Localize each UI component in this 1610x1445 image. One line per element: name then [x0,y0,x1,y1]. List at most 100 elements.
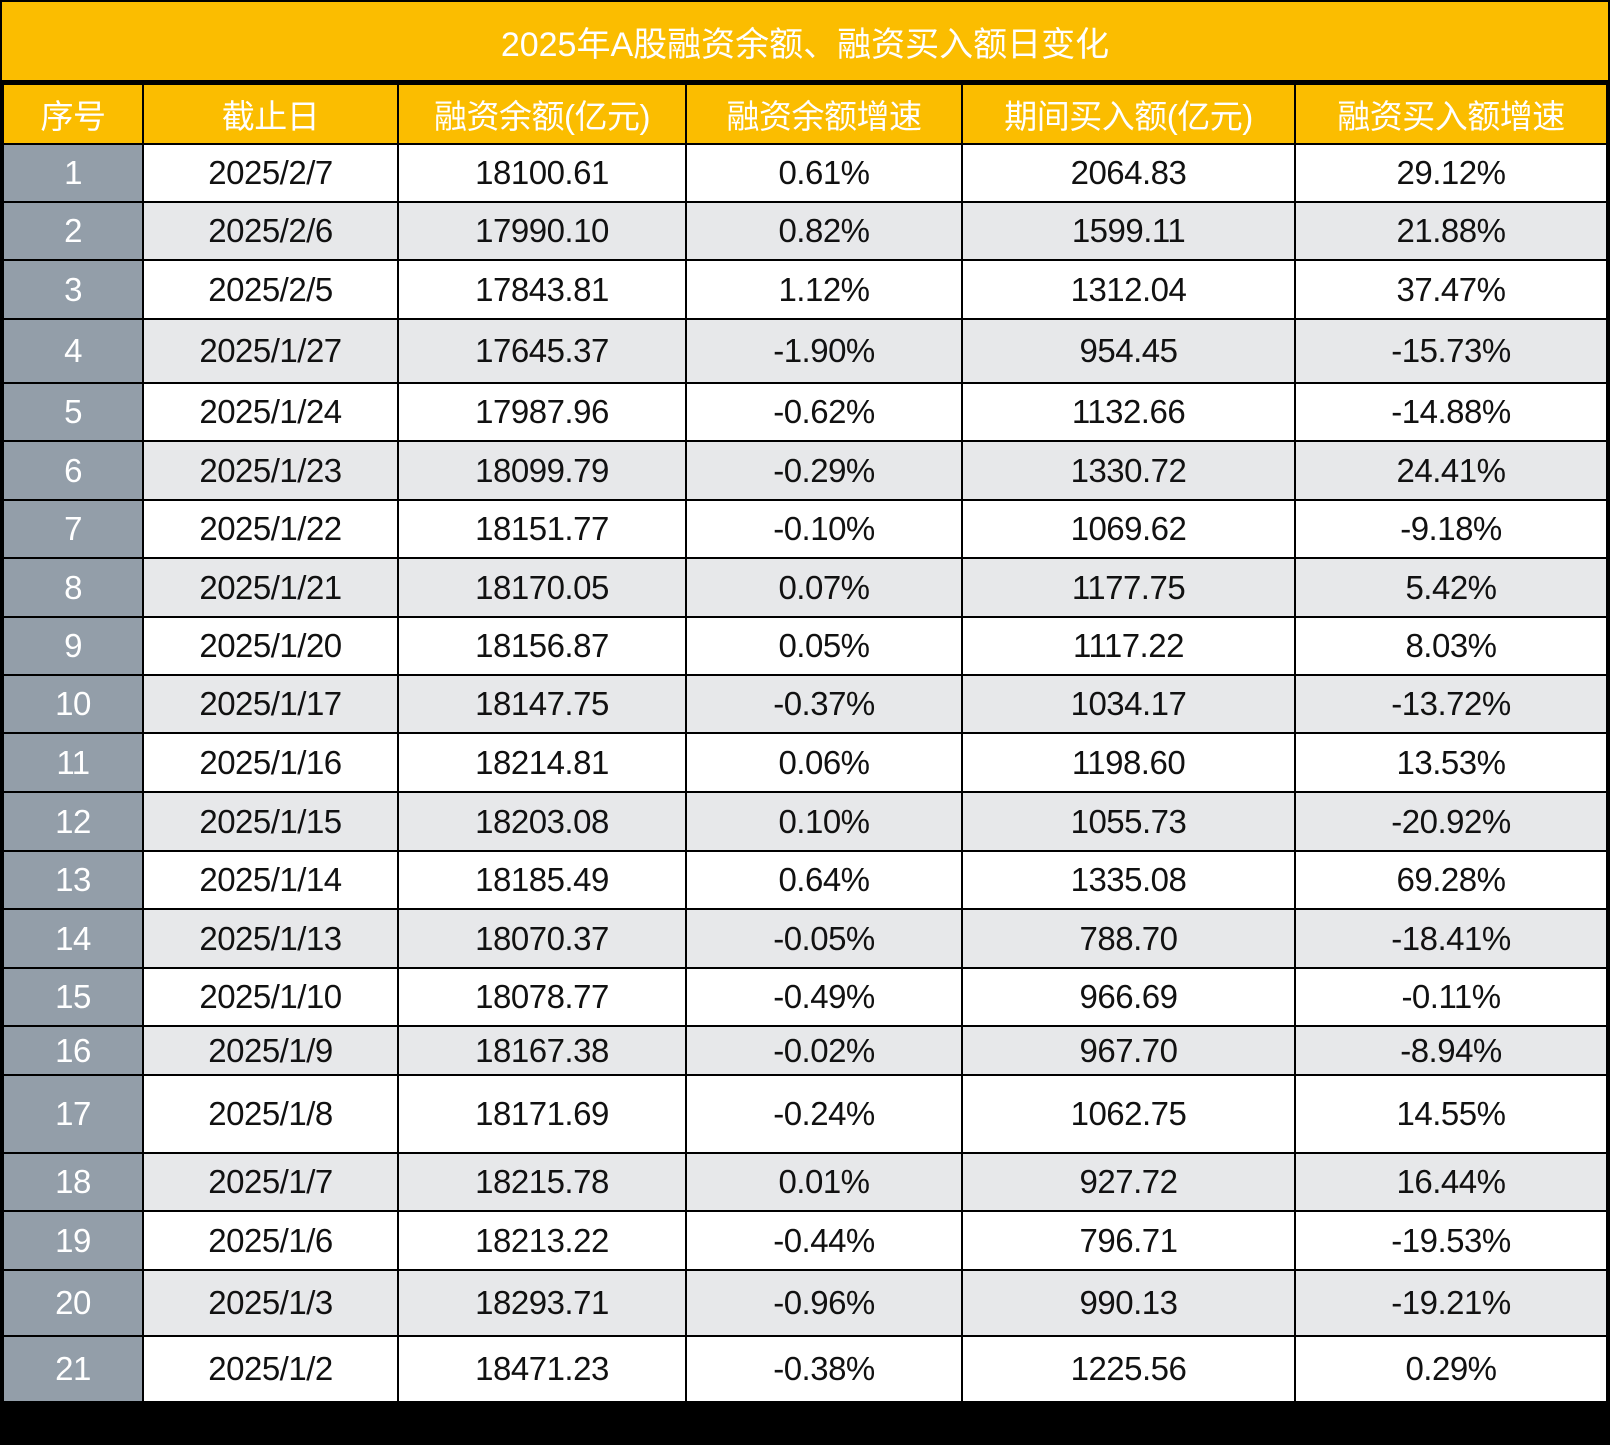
cell-balance-growth: -0.02% [685,1025,963,1076]
header-index: 序号 [2,83,144,145]
cell-index: 18 [2,1152,144,1212]
cell-index: 10 [2,674,144,734]
cell-balance: 18167.38 [397,1025,687,1076]
cell-buy-amount: 1117.22 [961,616,1296,676]
table-row: 7 2025/1/22 18151.77 -0.10% 1069.62 -9.18% [2,499,1608,559]
cell-balance: 18471.23 [397,1335,687,1403]
cell-index: 21 [2,1335,144,1403]
cell-balance-growth: 0.10% [685,791,963,852]
table-row: 12 2025/1/15 18203.08 0.10% 1055.73 -20.92% [2,791,1608,852]
cell-buy-growth: -19.53% [1294,1210,1608,1271]
cell-buy-growth: 13.53% [1294,732,1608,793]
cell-date: 2025/1/20 [142,616,399,676]
cell-date: 2025/1/17 [142,674,399,734]
cell-date: 2025/2/5 [142,259,399,320]
cell-balance: 17645.37 [397,318,687,384]
cell-buy-growth: -0.11% [1294,967,1608,1027]
cell-date: 2025/1/27 [142,318,399,384]
table-row: 17 2025/1/8 18171.69 -0.24% 1062.75 14.55% [2,1074,1608,1154]
cell-date: 2025/1/22 [142,499,399,559]
cell-balance-growth: -0.24% [685,1074,963,1154]
cell-balance-growth: -0.10% [685,499,963,559]
cell-balance: 17987.96 [397,382,687,442]
cell-buy-amount: 2064.83 [961,143,1296,203]
cell-balance: 18147.75 [397,674,687,734]
cell-balance-growth: -1.90% [685,318,963,384]
header-row: 序号 截止日 融资余额(亿元) 融资余额增速 期间买入额(亿元) 融资买入额增速 [2,83,1608,145]
cell-buy-growth: -8.94% [1294,1025,1608,1076]
cell-buy-amount: 1034.17 [961,674,1296,734]
cell-balance: 18099.79 [397,440,687,501]
cell-balance-growth: 0.07% [685,557,963,618]
cell-date: 2025/1/2 [142,1335,399,1403]
cell-balance: 18156.87 [397,616,687,676]
cell-buy-amount: 1335.08 [961,850,1296,910]
table-row: 11 2025/1/16 18214.81 0.06% 1198.60 13.53% [2,732,1608,793]
cell-balance-growth: -0.44% [685,1210,963,1271]
table-row: 3 2025/2/5 17843.81 1.12% 1312.04 37.47% [2,259,1608,320]
cell-balance: 18214.81 [397,732,687,793]
cell-buy-growth: -18.41% [1294,908,1608,969]
cell-balance: 18151.77 [397,499,687,559]
cell-index: 4 [2,318,144,384]
cell-buy-growth: 8.03% [1294,616,1608,676]
cell-index: 2 [2,201,144,261]
cell-index: 15 [2,967,144,1027]
table-row: 5 2025/1/24 17987.96 -0.62% 1132.66 -14.88% [2,382,1608,442]
cell-date: 2025/2/6 [142,201,399,261]
cell-buy-amount: 1055.73 [961,791,1296,852]
table-row: 15 2025/1/10 18078.77 -0.49% 966.69 -0.11% [2,967,1608,1027]
table-row: 1 2025/2/7 18100.61 0.61% 2064.83 29.12% [2,143,1608,203]
cell-index: 6 [2,440,144,501]
cell-buy-amount: 1132.66 [961,382,1296,442]
table-row: 14 2025/1/13 18070.37 -0.05% 788.70 -18.41% [2,908,1608,969]
cell-index: 8 [2,557,144,618]
cell-index: 14 [2,908,144,969]
table-row: 4 2025/1/27 17645.37 -1.90% 954.45 -15.73% [2,318,1608,384]
table-title: 2025年A股融资余额、融资买入额日变化 [2,2,1608,80]
table-row: 16 2025/1/9 18167.38 -0.02% 967.70 -8.94% [2,1025,1608,1076]
table-row: 2 2025/2/6 17990.10 0.82% 1599.11 21.88% [2,201,1608,261]
cell-date: 2025/1/15 [142,791,399,852]
table-row: 20 2025/1/3 18293.71 -0.96% 990.13 -19.21% [2,1269,1608,1337]
cell-buy-growth: -13.72% [1294,674,1608,734]
cell-buy-amount: 1062.75 [961,1074,1296,1154]
cell-balance: 18100.61 [397,143,687,203]
cell-index: 19 [2,1210,144,1271]
table-row: 19 2025/1/6 18213.22 -0.44% 796.71 -19.53% [2,1210,1608,1271]
cell-balance-growth: 0.61% [685,143,963,203]
cell-date: 2025/1/13 [142,908,399,969]
cell-buy-growth: -15.73% [1294,318,1608,384]
cell-balance: 18203.08 [397,791,687,852]
header-buy-growth: 融资买入额增速 [1294,83,1608,145]
cell-date: 2025/1/7 [142,1152,399,1212]
cell-buy-amount: 990.13 [961,1269,1296,1337]
cell-balance-growth: -0.62% [685,382,963,442]
cell-date: 2025/1/23 [142,440,399,501]
cell-balance-growth: 0.05% [685,616,963,676]
cell-buy-growth: 69.28% [1294,850,1608,910]
cell-buy-amount: 1069.62 [961,499,1296,559]
cell-index: 1 [2,143,144,203]
cell-buy-growth: -19.21% [1294,1269,1608,1337]
cell-buy-growth: 16.44% [1294,1152,1608,1212]
cell-date: 2025/1/8 [142,1074,399,1154]
cell-index: 13 [2,850,144,910]
cell-date: 2025/1/6 [142,1210,399,1271]
table-row: 9 2025/1/20 18156.87 0.05% 1117.22 8.03% [2,616,1608,676]
cell-buy-growth: 24.41% [1294,440,1608,501]
margin-financing-table: 序号 截止日 融资余额(亿元) 融资余额增速 期间买入额(亿元) 融资买入额增速… [2,83,1608,1403]
cell-buy-growth: 29.12% [1294,143,1608,203]
cell-balance-growth: -0.38% [685,1335,963,1403]
table-row: 8 2025/1/21 18170.05 0.07% 1177.75 5.42% [2,557,1608,618]
table-row: 18 2025/1/7 18215.78 0.01% 927.72 16.44% [2,1152,1608,1212]
cell-index: 3 [2,259,144,320]
cell-index: 20 [2,1269,144,1337]
cell-balance-growth: -0.05% [685,908,963,969]
cell-date: 2025/1/10 [142,967,399,1027]
cell-buy-amount: 1177.75 [961,557,1296,618]
cell-balance-growth: -0.96% [685,1269,963,1337]
cell-buy-amount: 1198.60 [961,732,1296,793]
cell-balance: 18070.37 [397,908,687,969]
